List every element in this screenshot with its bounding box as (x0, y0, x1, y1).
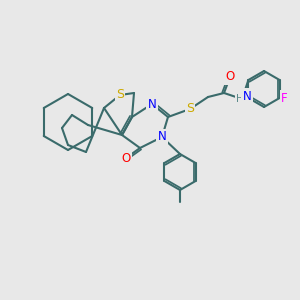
Text: S: S (186, 103, 194, 116)
Text: S: S (116, 88, 124, 101)
Text: O: O (225, 70, 235, 83)
Text: N: N (158, 130, 166, 143)
Text: H: H (236, 94, 244, 104)
Text: N: N (148, 98, 156, 110)
Text: F: F (281, 92, 288, 104)
Text: O: O (122, 152, 130, 164)
Text: N: N (243, 89, 251, 103)
